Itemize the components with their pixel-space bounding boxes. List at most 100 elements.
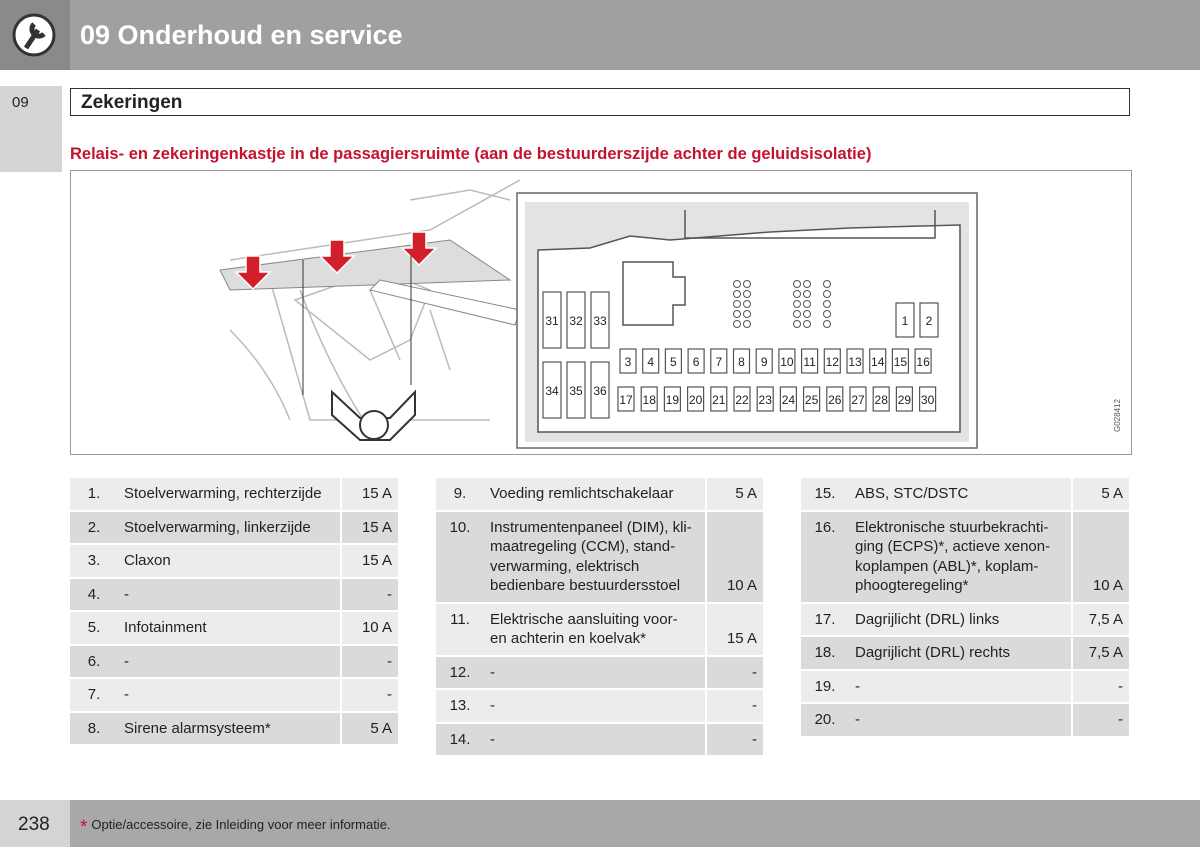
fuse-number: 2. xyxy=(70,510,118,545)
relay-pin xyxy=(823,280,831,288)
fuse-label: 6 xyxy=(693,355,700,369)
fuse-label: 14 xyxy=(871,355,885,369)
fuse-label: 15 xyxy=(894,355,908,369)
description-line: koplampen (ABL)*, koplam- xyxy=(855,557,1039,575)
relay-pin xyxy=(793,300,801,308)
fuse-label: 4 xyxy=(647,355,654,369)
fuse-number: 13. xyxy=(436,689,484,724)
fuse-label: 22 xyxy=(735,393,749,407)
relay-pin xyxy=(733,310,741,318)
fuse-label: 12 xyxy=(826,355,840,369)
description-line: Claxon xyxy=(124,552,171,569)
fuse xyxy=(619,348,637,374)
fuse-amperage: 10 A xyxy=(705,510,763,604)
fuse-label: 26 xyxy=(828,393,842,407)
fuse-amperage: - xyxy=(1071,669,1129,704)
description-line: Dagrijlicht (DRL) rechts xyxy=(855,644,1011,661)
fuse-number: 5. xyxy=(70,611,118,646)
relay-pin xyxy=(733,320,741,328)
fuse xyxy=(891,348,910,374)
description-line: ging (ECPS)*, actieve xenon- xyxy=(855,538,1051,555)
fuse-label: 34 xyxy=(545,384,559,398)
table-row: 5. Infotainment 10 A xyxy=(70,611,398,646)
fuse-description: Dagrijlicht (DRL) links xyxy=(849,602,1072,637)
fuse-description: Stoelverwarming, rechterzijde xyxy=(118,478,341,512)
description-line: Infotainment xyxy=(124,619,207,636)
table-row: 12. - - xyxy=(436,655,763,690)
fuse-label: 27 xyxy=(851,393,865,407)
fuse-amperage: 10 A xyxy=(340,611,398,646)
description-line: bedienbare bestuurdersstoel xyxy=(490,577,681,594)
fuse-description: Stoelverwarming, linkerzijde xyxy=(118,510,341,545)
fuse-number: 11. xyxy=(436,602,484,657)
fuse xyxy=(687,348,705,374)
description-line: en achterin en koelvak* xyxy=(490,630,646,647)
fuse xyxy=(566,291,586,349)
fuse xyxy=(617,386,635,412)
footnote-text: Optie/accessoire, zie Inleiding voor mee… xyxy=(91,817,391,832)
table-row: 4. - - xyxy=(70,577,398,612)
table-row: 15. ABS, STC/DSTC 5 A xyxy=(801,478,1129,512)
fuse-label: 35 xyxy=(569,384,583,398)
relay-pin xyxy=(793,320,801,328)
fuse-amperage: - xyxy=(705,655,763,690)
description-line: - xyxy=(124,652,129,670)
fuse xyxy=(590,291,610,349)
fuse-description: Claxon xyxy=(118,544,341,579)
relay-pin xyxy=(743,320,751,328)
description-line: Elektrische aansluiting voor- xyxy=(490,610,678,628)
table-row: 20. - - xyxy=(801,703,1129,738)
relay-pin xyxy=(733,280,741,288)
fuse-label: 9 xyxy=(761,355,768,369)
fuse-amperage: 15 A xyxy=(340,510,398,545)
footer-left xyxy=(0,800,70,847)
fuse-number: 12. xyxy=(436,655,484,690)
table-row: 7. - - xyxy=(70,678,398,713)
relay-pin xyxy=(803,300,811,308)
fuse-label: 11 xyxy=(803,355,816,369)
fuse-table: 1. Stoelverwarming, rechterzijde 15 A 2. Sto… xyxy=(70,478,398,746)
section-title: Zekeringen xyxy=(81,92,183,113)
fuse xyxy=(846,348,864,374)
image-code: G028412 xyxy=(1113,399,1122,432)
fuse xyxy=(802,386,821,412)
relay-pin xyxy=(743,300,751,308)
description-line: maatregeling (CCM), stand- xyxy=(490,538,676,555)
header-bar xyxy=(0,0,1200,70)
fuse-description: - xyxy=(484,655,706,690)
fuse-description: - xyxy=(849,669,1072,704)
table-row: 19. - - xyxy=(801,669,1129,704)
fuse-label: 28 xyxy=(875,393,889,407)
fuse-amperage: 15 A xyxy=(340,478,398,512)
side-tab-label: 09 xyxy=(12,94,29,111)
fuse-number: 1. xyxy=(70,478,118,512)
fuse xyxy=(895,386,914,412)
fuse xyxy=(872,386,890,412)
fuse-label: 32 xyxy=(569,314,583,328)
fuse-label: 8 xyxy=(738,355,745,369)
fuse-label: 24 xyxy=(782,393,796,407)
fuse-number: 10. xyxy=(436,510,484,604)
fuse-amperage: - xyxy=(1071,703,1129,738)
fuse-label: 25 xyxy=(805,393,819,407)
fuse-amperage: 5 A xyxy=(705,478,763,512)
relay-pin xyxy=(793,280,801,288)
fuse xyxy=(663,386,682,412)
fuse-number: 9. xyxy=(436,478,484,512)
table-row: 10. Instrumentenpaneel (DIM), kli-maatreg… xyxy=(436,510,763,604)
fuse-description: Elektronische stuurbekrachti-ging (ECPS)… xyxy=(849,510,1072,604)
relay-pin xyxy=(823,300,831,308)
table-row: 13. - - xyxy=(436,689,763,724)
fuse-description: - xyxy=(118,577,341,612)
fuse xyxy=(590,361,610,419)
fuse xyxy=(686,386,705,412)
fuse-number: 3. xyxy=(70,544,118,579)
fuse xyxy=(664,348,683,374)
fuse-description: Instrumentenpaneel (DIM), kli-maatregeli… xyxy=(484,510,706,604)
fuse-amperage: 5 A xyxy=(340,711,398,746)
fuse-number: 16. xyxy=(801,510,849,604)
description-line: Sirene alarmsysteem* xyxy=(124,719,271,737)
fuse-label: 7 xyxy=(715,355,722,369)
